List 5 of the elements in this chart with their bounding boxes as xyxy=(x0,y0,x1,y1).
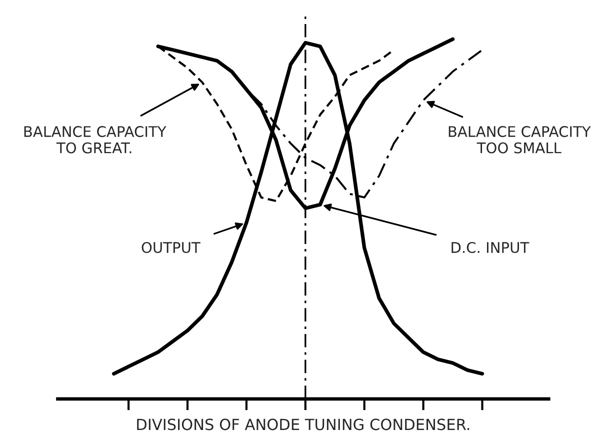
annotation: BALANCE CAPACITY TO GREAT. xyxy=(24,126,166,154)
x-axis-title: DIVISIONS OF ANODE TUNING CONDENSER. xyxy=(137,418,470,430)
annotation: BALANCE CAPACITY TOO SMALL xyxy=(448,126,591,154)
annotation: D.C. INPUT xyxy=(452,242,530,254)
annotation: OUTPUT xyxy=(142,242,200,254)
